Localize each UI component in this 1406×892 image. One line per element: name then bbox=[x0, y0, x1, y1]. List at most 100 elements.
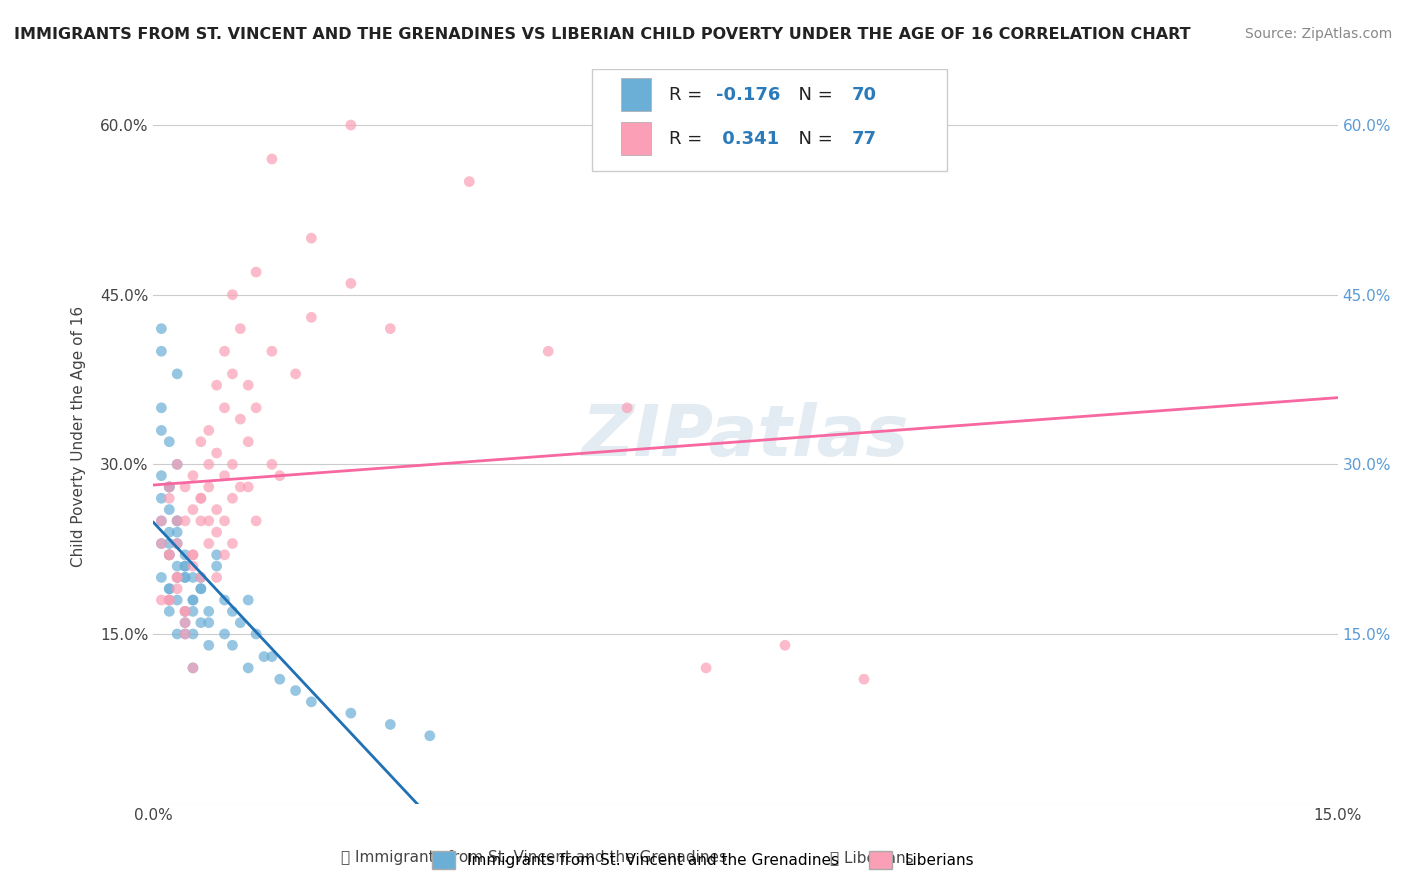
Point bbox=[157, 480, 180, 494]
Point bbox=[238, 593, 260, 607]
Point bbox=[157, 502, 180, 516]
Point bbox=[181, 661, 204, 675]
Point bbox=[157, 480, 180, 494]
Point bbox=[221, 638, 243, 652]
Point bbox=[214, 468, 236, 483]
Point bbox=[181, 593, 204, 607]
Point bbox=[299, 310, 322, 325]
Point bbox=[181, 468, 204, 483]
Point bbox=[174, 570, 197, 584]
Text: 70: 70 bbox=[852, 86, 877, 103]
Point bbox=[150, 401, 173, 415]
Point bbox=[157, 548, 180, 562]
Point bbox=[174, 604, 197, 618]
Point bbox=[150, 536, 173, 550]
Point bbox=[174, 548, 197, 562]
Point bbox=[214, 514, 236, 528]
Point bbox=[190, 570, 212, 584]
Point bbox=[419, 729, 441, 743]
Point bbox=[166, 536, 188, 550]
Point bbox=[166, 593, 188, 607]
Point bbox=[253, 649, 276, 664]
Point bbox=[214, 401, 236, 415]
Point bbox=[166, 514, 188, 528]
Point bbox=[150, 424, 173, 438]
Point bbox=[181, 661, 204, 675]
Point bbox=[380, 321, 402, 335]
Point bbox=[380, 717, 402, 731]
Point bbox=[174, 627, 197, 641]
Point bbox=[205, 502, 228, 516]
Point bbox=[174, 604, 197, 618]
Point bbox=[190, 514, 212, 528]
Point bbox=[190, 582, 212, 596]
Point bbox=[245, 514, 267, 528]
Point bbox=[229, 321, 252, 335]
Point bbox=[174, 604, 197, 618]
Point bbox=[181, 627, 204, 641]
Point bbox=[299, 231, 322, 245]
Point bbox=[157, 604, 180, 618]
Text: 0.341: 0.341 bbox=[716, 129, 779, 148]
Point bbox=[852, 672, 875, 686]
Point bbox=[284, 367, 307, 381]
Text: R =: R = bbox=[669, 129, 707, 148]
Text: -0.176: -0.176 bbox=[716, 86, 780, 103]
Point bbox=[190, 434, 212, 449]
Text: ZIPatlas: ZIPatlas bbox=[582, 401, 910, 471]
Text: Source: ZipAtlas.com: Source: ZipAtlas.com bbox=[1244, 27, 1392, 41]
Point bbox=[537, 344, 560, 359]
Point bbox=[340, 277, 363, 291]
Text: ⬜ Liberians: ⬜ Liberians bbox=[830, 850, 914, 865]
Point bbox=[221, 458, 243, 472]
FancyBboxPatch shape bbox=[621, 122, 651, 155]
Point bbox=[197, 480, 219, 494]
Point bbox=[260, 458, 283, 472]
Point bbox=[150, 344, 173, 359]
Point bbox=[229, 412, 252, 426]
Point bbox=[157, 593, 180, 607]
Point bbox=[181, 502, 204, 516]
Point bbox=[190, 582, 212, 596]
Point bbox=[190, 615, 212, 630]
Point bbox=[174, 559, 197, 574]
Point bbox=[229, 615, 252, 630]
Point bbox=[157, 536, 180, 550]
Y-axis label: Child Poverty Under the Age of 16: Child Poverty Under the Age of 16 bbox=[72, 305, 86, 566]
Point bbox=[238, 378, 260, 392]
FancyBboxPatch shape bbox=[592, 69, 946, 171]
Point bbox=[166, 582, 188, 596]
Point bbox=[166, 570, 188, 584]
Text: N =: N = bbox=[787, 86, 838, 103]
Point bbox=[150, 491, 173, 506]
Point bbox=[221, 367, 243, 381]
Point bbox=[157, 525, 180, 540]
Point bbox=[245, 401, 267, 415]
Point bbox=[205, 559, 228, 574]
FancyBboxPatch shape bbox=[621, 78, 651, 112]
Point bbox=[166, 536, 188, 550]
Point bbox=[157, 491, 180, 506]
Point bbox=[205, 548, 228, 562]
Point bbox=[190, 491, 212, 506]
Point bbox=[166, 525, 188, 540]
Point bbox=[157, 582, 180, 596]
Point bbox=[166, 514, 188, 528]
Point bbox=[221, 536, 243, 550]
Point bbox=[299, 695, 322, 709]
Point bbox=[157, 582, 180, 596]
Point bbox=[238, 480, 260, 494]
Point bbox=[190, 491, 212, 506]
Point bbox=[197, 638, 219, 652]
Text: N =: N = bbox=[787, 129, 838, 148]
Point bbox=[269, 672, 291, 686]
Point bbox=[229, 480, 252, 494]
Point bbox=[166, 570, 188, 584]
Point bbox=[174, 570, 197, 584]
Point bbox=[181, 548, 204, 562]
Point bbox=[205, 446, 228, 460]
Point bbox=[238, 434, 260, 449]
Point bbox=[695, 661, 717, 675]
Point bbox=[205, 378, 228, 392]
Point bbox=[150, 570, 173, 584]
